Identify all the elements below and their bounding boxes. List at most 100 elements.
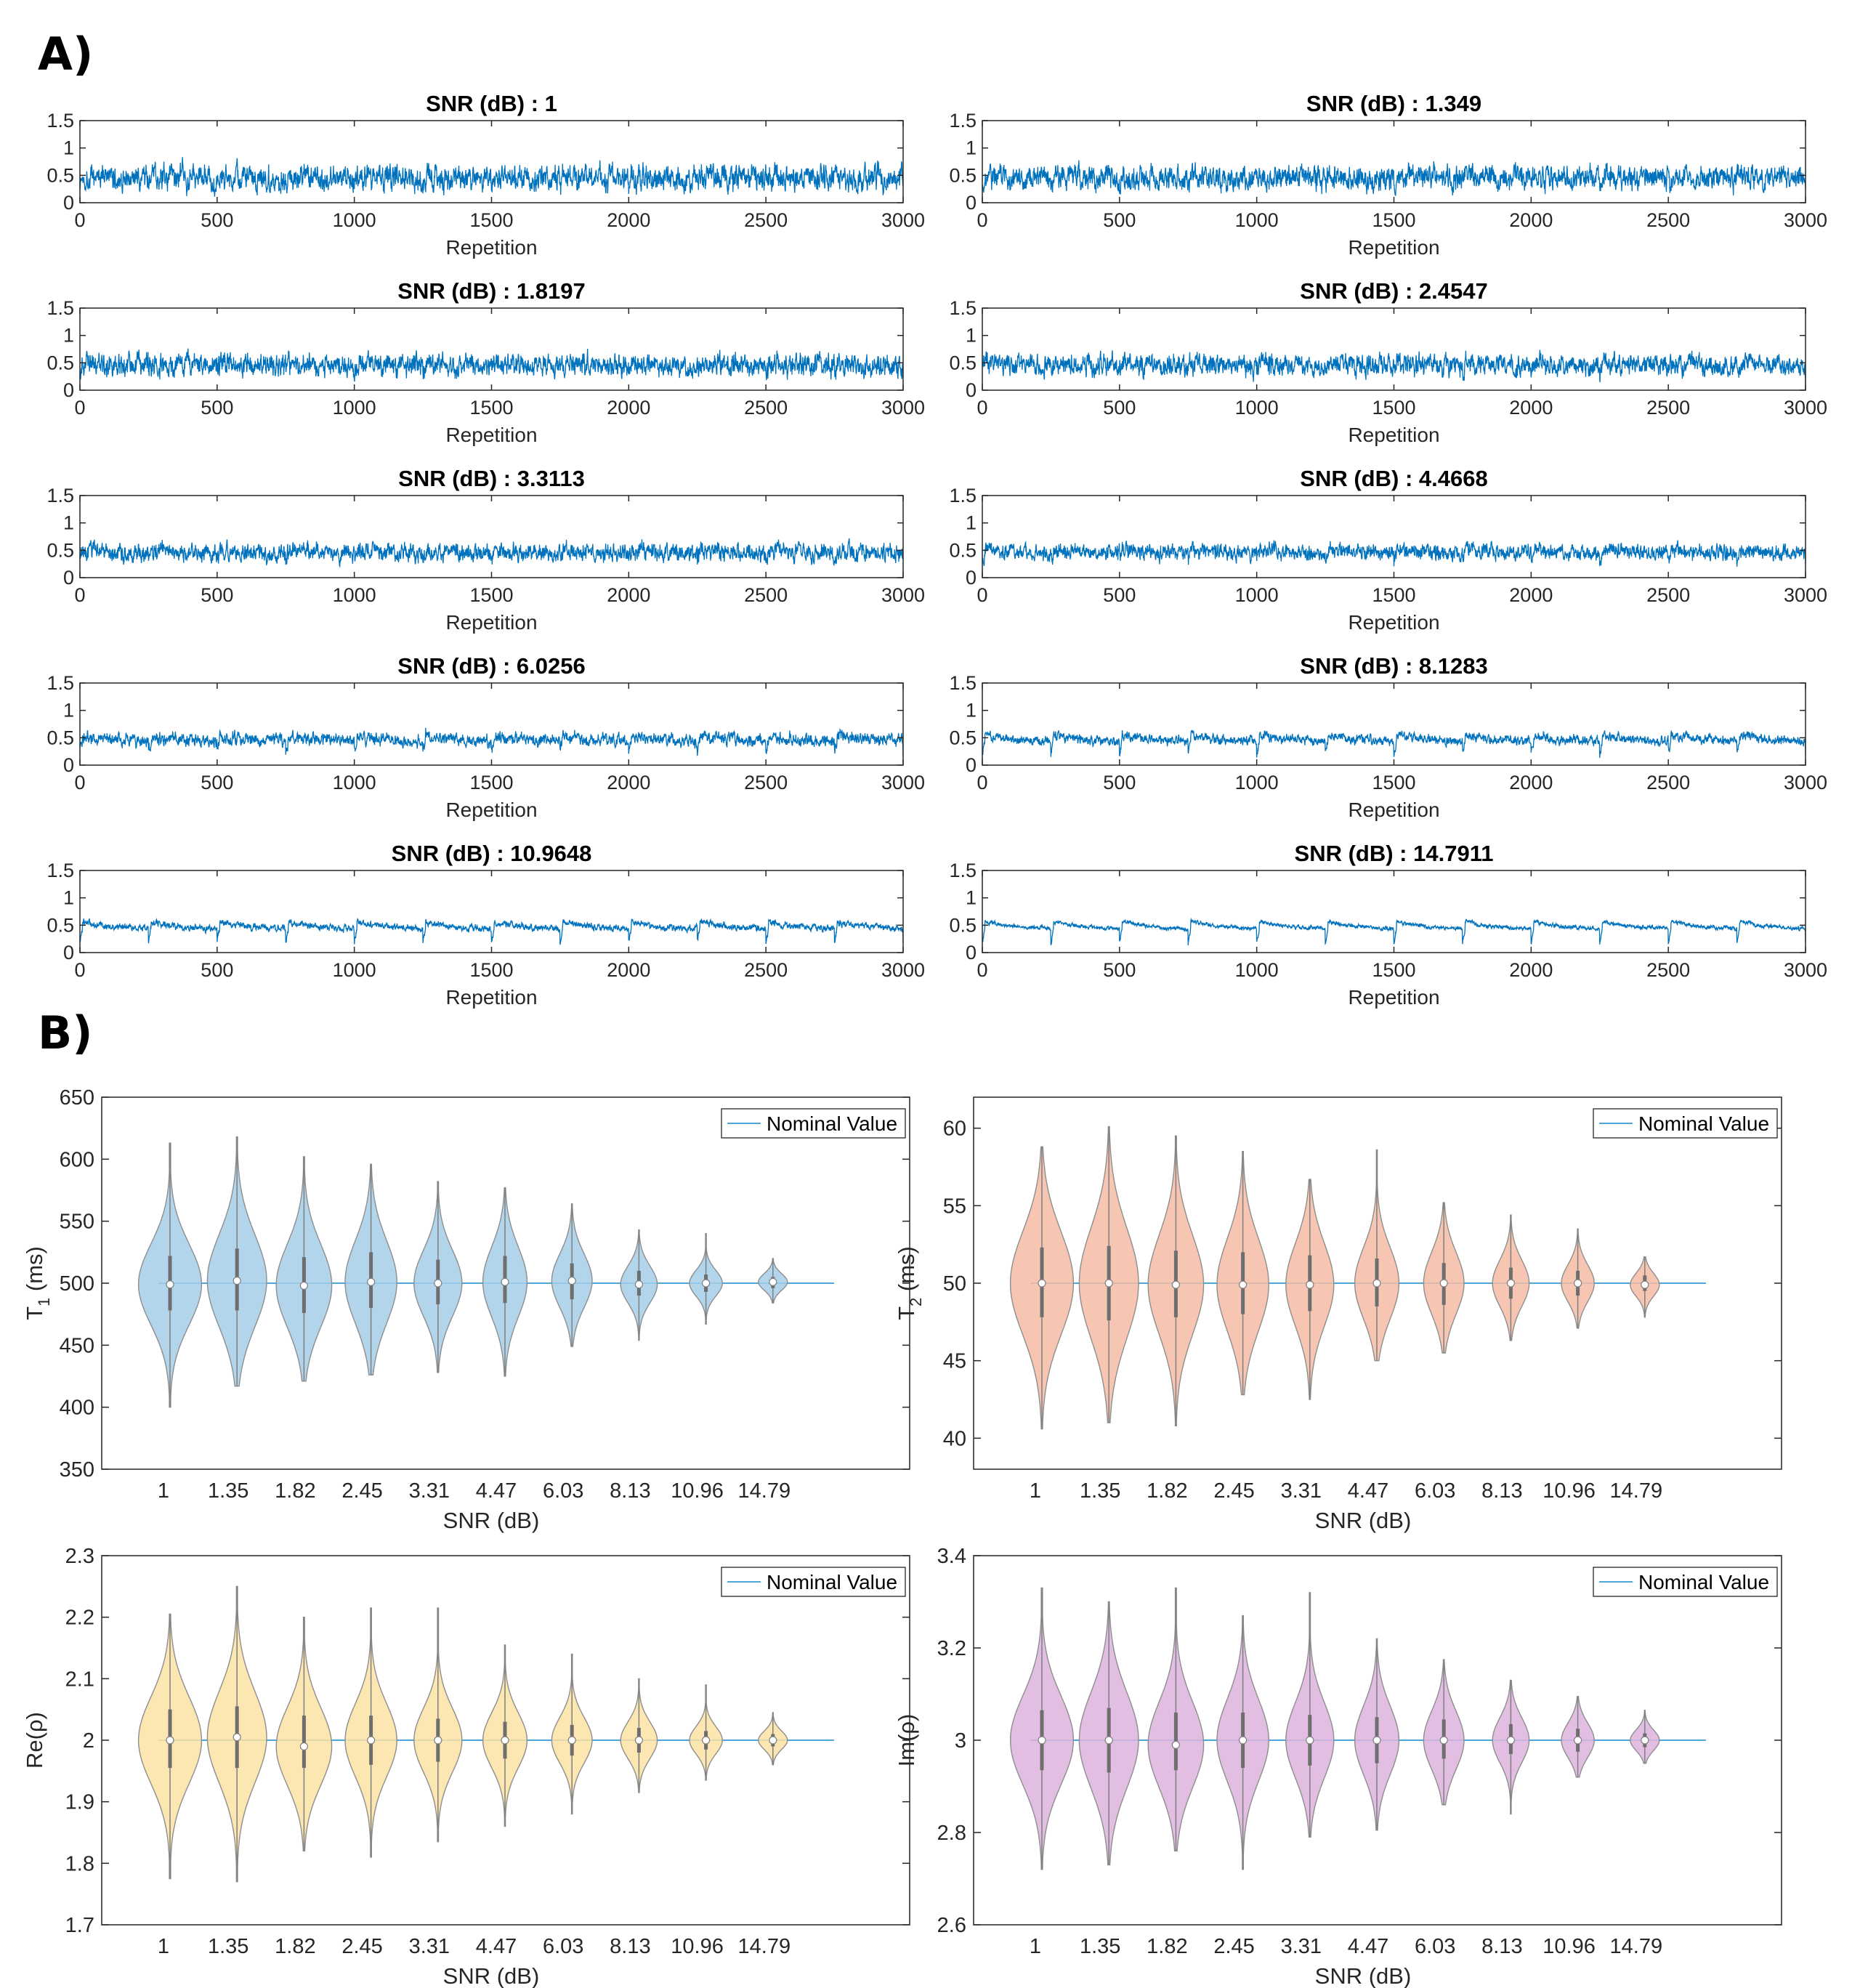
line-chart-4: 0 500 1000 1500 2000 2500 3000 0 0.5 1 1.5 SNR (dB)… — [949, 278, 1827, 446]
x-tick-label: 500 — [201, 584, 233, 606]
x-tick-label: 2500 — [744, 772, 788, 793]
y-axis-label-unit: (ms) — [22, 1246, 47, 1298]
x-tick-label: 3000 — [881, 209, 925, 231]
violin-median-marker — [769, 1277, 777, 1286]
violin-chart-2: 1 1.35 1.82 2.45 3.31 4.47 6.03 8.13 10.96 14.79 4… — [894, 1096, 1782, 1533]
y-tick-label: 0 — [63, 754, 74, 776]
violin-median-marker — [1104, 1279, 1113, 1288]
x-tick-label: 2000 — [1509, 772, 1553, 793]
y-tick-label: 0 — [966, 379, 977, 401]
x-tick-label: 500 — [201, 959, 233, 981]
y-tick-label: 45 — [943, 1350, 966, 1373]
y-tick-label: 0.5 — [949, 727, 977, 748]
y-tick-label: 55 — [943, 1195, 966, 1218]
x-axis-label: SNR (dB) — [443, 1508, 540, 1533]
y-tick-label: 50 — [943, 1272, 966, 1296]
y-axis-label: Re(ρ) — [22, 1712, 47, 1769]
x-tick-label: 0 — [977, 772, 987, 793]
chart-title: SNR (dB) : 2.4547 — [1300, 278, 1487, 304]
x-tick-label: 1 — [158, 1935, 169, 1958]
x-tick-label: 2500 — [744, 959, 788, 981]
x-tick-label: 500 — [201, 772, 233, 793]
y-tick-label: 1 — [966, 512, 977, 534]
x-tick-label: 1 — [1030, 1935, 1041, 1958]
x-tick-label: 8.13 — [1481, 1935, 1522, 1958]
x-tick-label: 2000 — [607, 209, 650, 231]
y-axis-label: T2 (ms) — [894, 1246, 925, 1320]
x-tick-label: 1.82 — [275, 1479, 315, 1503]
x-tick-label: 1000 — [333, 772, 376, 793]
x-tick-label: 2000 — [1509, 584, 1553, 606]
x-tick-label: 1500 — [469, 397, 513, 419]
x-tick-label: 14.79 — [1610, 1935, 1663, 1958]
y-tick-label: 1 — [966, 325, 977, 347]
data-series-line — [79, 538, 904, 568]
violin-median-marker — [299, 1281, 308, 1290]
y-tick-label: 1.5 — [949, 860, 977, 881]
y-tick-label: 0 — [63, 192, 74, 214]
x-tick-label: 3000 — [881, 772, 925, 793]
legend-box — [721, 1108, 906, 1139]
x-axis-label: Repetition — [445, 611, 537, 634]
x-tick-label: 0 — [977, 959, 987, 981]
x-tick-label: 1500 — [469, 959, 513, 981]
y-tick-label: 500 — [60, 1272, 94, 1296]
y-tick-label: 0.5 — [47, 727, 74, 748]
x-tick-label: 1.82 — [275, 1935, 315, 1958]
violin-median-marker — [634, 1736, 644, 1745]
x-tick-label: 4.47 — [1348, 1479, 1388, 1503]
y-tick-label: 1.5 — [47, 860, 74, 881]
violin-median-marker — [701, 1736, 711, 1745]
x-tick-label: 2000 — [1509, 959, 1553, 981]
x-tick-label: 1000 — [333, 397, 376, 419]
y-tick-label: 0.5 — [949, 914, 977, 936]
y-tick-label: 1.5 — [47, 297, 74, 319]
x-axis-label: SNR (dB) — [443, 1963, 540, 1988]
line-chart-9: 0 500 1000 1500 2000 2500 3000 0 0.5 1 1.5 SNR (dB)… — [47, 841, 925, 1009]
x-axis-label: Repetition — [445, 986, 537, 1009]
panel-label-a: A) — [38, 28, 93, 81]
y-tick-label: 0 — [966, 754, 977, 776]
violin-median-marker — [1641, 1280, 1649, 1289]
y-tick-label: 2.3 — [65, 1545, 94, 1568]
y-tick-label: 400 — [60, 1397, 94, 1420]
violin-chart-4: 1 1.35 1.82 2.45 3.31 4.47 6.03 8.13 10.96 14.79 2… — [894, 1545, 1782, 1988]
x-tick-label: 2000 — [607, 584, 650, 606]
violin-median-marker — [501, 1736, 509, 1745]
data-series-line — [982, 540, 1806, 567]
x-tick-label: 500 — [201, 209, 233, 231]
y-tick-label: 1.7 — [65, 1914, 94, 1937]
y-tick-label: 1.5 — [47, 672, 74, 694]
x-tick-label: 500 — [201, 397, 233, 419]
x-tick-label: 0 — [74, 772, 85, 793]
violin-median-marker — [1506, 1279, 1515, 1288]
violin-median-marker — [1306, 1736, 1314, 1745]
chart-title: SNR (dB) : 1 — [426, 91, 557, 116]
violin-median-marker — [1306, 1280, 1314, 1289]
x-tick-label: 2000 — [607, 772, 650, 793]
x-tick-label: 1500 — [469, 772, 513, 793]
x-tick-label: 8.13 — [610, 1479, 650, 1503]
y-tick-label: 1 — [63, 512, 74, 534]
y-tick-label: 0 — [63, 942, 74, 963]
x-tick-label: 6.03 — [1415, 1935, 1455, 1958]
x-tick-label: 0 — [977, 584, 987, 606]
x-tick-label: 1000 — [333, 584, 376, 606]
data-series-line — [982, 917, 1806, 946]
x-tick-label: 2.45 — [1213, 1935, 1254, 1958]
y-tick-label: 1 — [966, 137, 977, 159]
x-tick-label: 2.45 — [341, 1479, 382, 1503]
y-tick-label: 550 — [60, 1211, 94, 1234]
x-tick-label: 1000 — [1235, 209, 1279, 231]
line-chart-5: 0 500 1000 1500 2000 2500 3000 0 0.5 1 1.5 SNR (dB)… — [47, 466, 925, 634]
y-tick-label: 40 — [943, 1427, 966, 1450]
y-axis-label-main: Re(ρ) — [22, 1712, 47, 1769]
x-tick-label: 3.31 — [1281, 1935, 1322, 1958]
x-tick-label: 500 — [1103, 397, 1136, 419]
x-tick-label: 1500 — [1372, 397, 1415, 419]
x-axis-label: Repetition — [445, 424, 537, 446]
y-tick-label: 0.5 — [949, 352, 977, 373]
line-chart-6: 0 500 1000 1500 2000 2500 3000 0 0.5 1 1.5 SNR (dB)… — [949, 466, 1827, 634]
x-axis-label: SNR (dB) — [1315, 1508, 1412, 1533]
